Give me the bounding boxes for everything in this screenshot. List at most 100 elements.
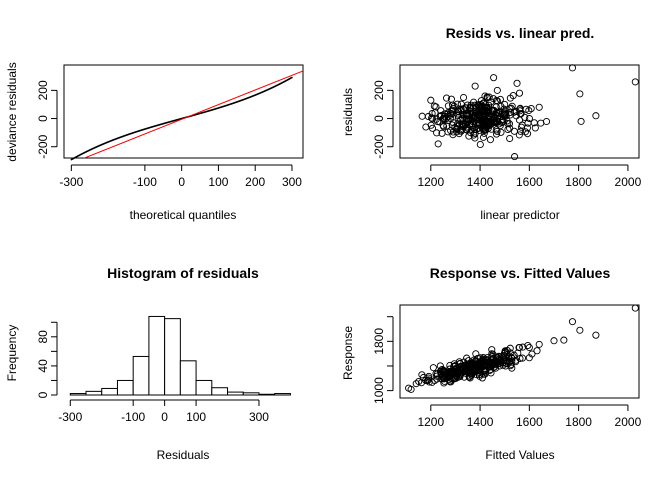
- resid-point: [447, 95, 455, 103]
- resid-point: [433, 129, 441, 137]
- axes: 1200 1400 1600 1800 2000 1000 1800: [372, 316, 642, 429]
- resid-vs-lp-title: Resids vs. linear pred.: [446, 25, 595, 41]
- resid-point: [461, 120, 469, 128]
- response-point: [524, 341, 532, 350]
- resid-point: [524, 130, 532, 138]
- resid-point: [496, 107, 504, 115]
- response-point: [592, 331, 600, 339]
- resid-point: [517, 127, 525, 135]
- response-point: [495, 359, 504, 367]
- histogram-bar: [101, 387, 118, 396]
- response-point: [488, 355, 497, 363]
- resid-point: [523, 124, 531, 132]
- resid-point: [511, 153, 519, 161]
- histogram-bar: [148, 315, 166, 396]
- axes: -300 -100 0 100 300 0 40 80: [36, 321, 269, 424]
- resid-point: [527, 105, 535, 113]
- x-tick-label: 1800: [565, 175, 592, 189]
- response-point: [451, 374, 459, 382]
- resid-point: [469, 111, 477, 119]
- resid-point: [479, 133, 487, 141]
- resid-point: [577, 117, 585, 125]
- resid-point: [471, 82, 479, 90]
- resid-point: [515, 89, 524, 97]
- response-point: [438, 375, 446, 383]
- histogram-bar: [227, 391, 244, 396]
- response-point: [501, 348, 509, 356]
- resid-point: [497, 128, 505, 136]
- x-tick-label: 1400: [467, 175, 494, 189]
- resid-point: [508, 102, 516, 110]
- histogram-bars: [69, 315, 291, 396]
- response-point: [423, 377, 432, 385]
- x-tick-label: 2000: [615, 415, 642, 429]
- resid-point: [482, 109, 490, 117]
- resid-point: [531, 124, 539, 132]
- qq-point: [291, 76, 293, 79]
- response-point: [455, 365, 463, 373]
- y-tick-label: 0: [372, 115, 386, 122]
- resid-vs-lp-points: [418, 64, 639, 161]
- histogram-x-label: Residuals: [157, 448, 210, 462]
- y-tick-label: 1000: [372, 377, 386, 404]
- axes: 1200 1400 1600 1800 2000 -200 0 200: [372, 80, 642, 189]
- response-point: [405, 384, 413, 392]
- x-tick-label: -300: [58, 410, 82, 424]
- response-point: [525, 343, 533, 352]
- response-point: [528, 350, 536, 358]
- histogram-bar: [242, 392, 260, 396]
- x-tick-label: -100: [133, 175, 157, 189]
- response-point: [440, 375, 449, 383]
- response-point: [465, 360, 473, 368]
- resid-vs-lp-y-label: residuals: [341, 88, 355, 136]
- resid-point: [437, 107, 445, 115]
- histogram-panel: Histogram of residuals Residuals Frequen…: [5, 265, 291, 462]
- y-tick-label: 80: [36, 330, 50, 344]
- resid-point: [513, 79, 521, 87]
- response-point: [535, 340, 543, 348]
- resid-point: [428, 109, 436, 118]
- resid-point: [422, 123, 430, 131]
- response-point: [450, 375, 458, 383]
- y-tick-label: 0: [36, 391, 50, 398]
- resid-point: [434, 118, 442, 126]
- resid-point: [516, 105, 524, 113]
- histogram-bar: [132, 355, 150, 396]
- resid-point: [443, 110, 451, 118]
- x-tick-label: 100: [186, 410, 206, 424]
- resid-point: [470, 98, 478, 106]
- resid-point: [471, 134, 479, 142]
- histogram-bar: [195, 379, 213, 396]
- response-point: [436, 367, 444, 375]
- resid-point: [449, 128, 457, 136]
- resid-point: [457, 107, 465, 115]
- histogram-bar: [179, 360, 197, 396]
- resid-point: [530, 119, 538, 127]
- response-point: [490, 363, 498, 371]
- resid-point: [515, 116, 524, 124]
- x-tick-label: 300: [282, 175, 302, 189]
- resid-point: [501, 108, 509, 116]
- response-point: [442, 370, 450, 378]
- resid-point: [542, 117, 551, 126]
- x-tick-label: -100: [121, 410, 145, 424]
- x-tick-label: 0: [178, 175, 185, 189]
- histogram-y-label: Frequency: [5, 325, 19, 382]
- resid-point: [490, 74, 498, 82]
- x-tick-label: 100: [208, 175, 228, 189]
- response-point: [445, 376, 453, 384]
- resid-point: [460, 93, 468, 102]
- x-tick-label: 1600: [516, 175, 543, 189]
- resid-point: [497, 102, 505, 110]
- resid-point: [470, 131, 478, 139]
- histogram-bar: [164, 318, 181, 396]
- response-point: [476, 360, 484, 368]
- resid-point: [492, 108, 501, 116]
- resid-point: [481, 92, 489, 100]
- resid-point: [501, 100, 509, 109]
- y-tick-label: -200: [372, 134, 386, 158]
- response-point: [444, 369, 452, 377]
- qq-x-label: theoretical quantiles: [130, 208, 237, 222]
- response-point: [508, 364, 516, 372]
- response-point: [508, 357, 516, 365]
